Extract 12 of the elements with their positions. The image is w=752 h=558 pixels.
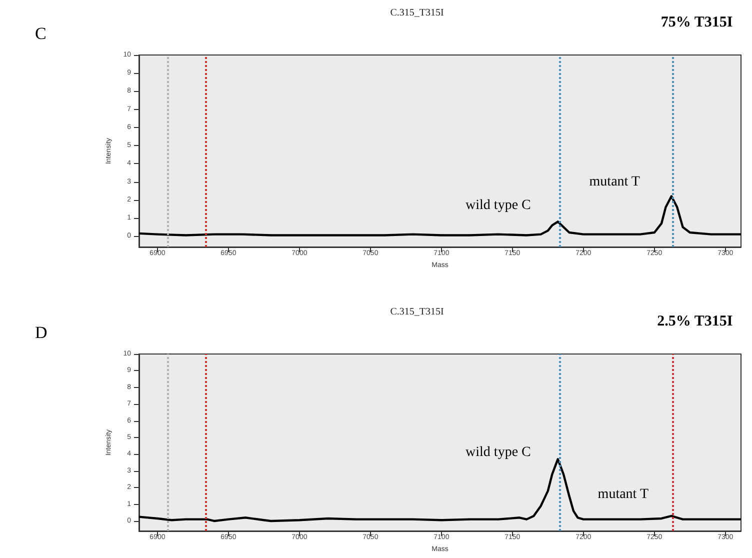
chart-title: 75% T315I: [660, 14, 733, 30]
text: D: [35, 323, 48, 342]
chart-subtitle: C.315_T315I: [390, 8, 444, 18]
annotation: mutant T: [589, 174, 640, 190]
annotation: mutant T: [598, 486, 649, 502]
chart-subtitle: C.315_T315I: [390, 306, 444, 318]
line-series: [138, 458, 742, 522]
chart-title: 2.5% T315I: [657, 314, 733, 330]
annotation: wild type C: [466, 198, 531, 213]
annotation: wild type C: [466, 445, 531, 460]
line-series: [138, 195, 742, 236]
text: C: [35, 24, 46, 43]
